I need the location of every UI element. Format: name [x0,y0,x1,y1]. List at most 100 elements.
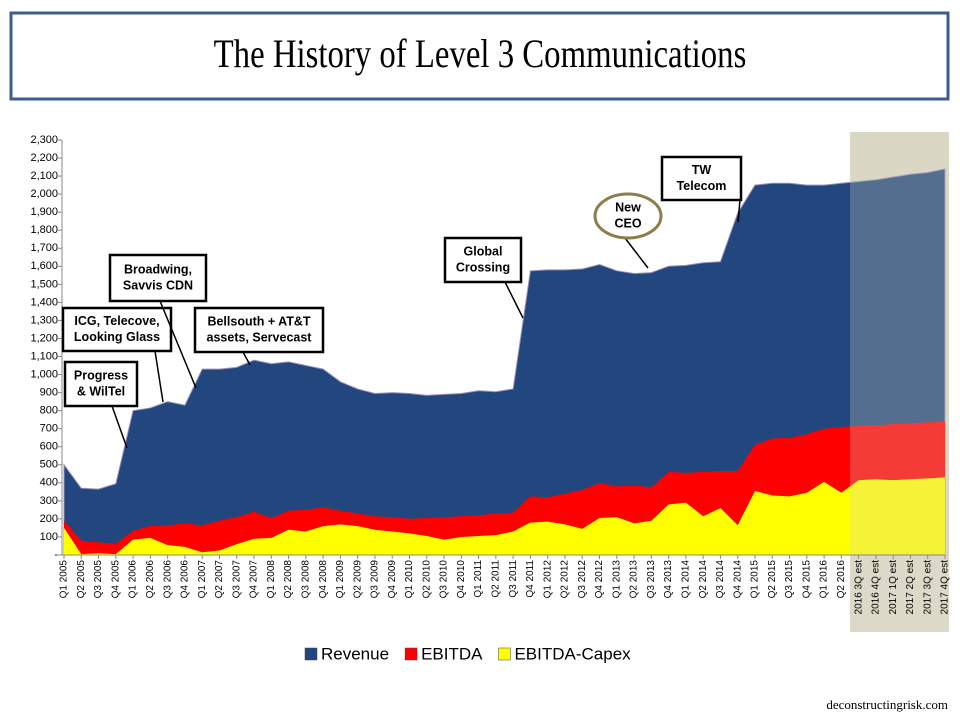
y-tick-label: 300 [40,495,58,507]
legend-label: Revenue [321,644,389,663]
x-tick-label: Q3 2013 [646,560,657,599]
source: deconstructingrisk.com [826,697,948,712]
y-tick-label: 1,400 [30,296,58,308]
callout-leader [159,300,197,389]
x-tick-label: 2017 2Q est [905,560,916,615]
y-tick-label: 2,300 [30,134,58,146]
x-tick-label: Q3 2007 [231,560,242,599]
y-tick-label: 900 [40,387,58,399]
legend-swatch [404,647,418,661]
legend-swatch [498,647,511,661]
x-tick-label: Q4 2011 [525,560,536,598]
y-tick-label: 2,100 [30,170,58,182]
x-tick-label: Q4 2007 [249,560,260,599]
y-tick-label: 200 [40,513,58,525]
callout-text: Savvis CDN [123,278,193,292]
y-tick-label: 800 [40,405,58,417]
x-tick-label: Q2 2015 [767,560,778,599]
y-tick-label: 700 [40,423,58,435]
x-tick-label: Q2 2012 [560,560,571,599]
callout-box [108,253,208,303]
legend-swatch [304,647,318,661]
y-tick-label: 1,500 [30,278,58,290]
callout-box [193,306,325,354]
callout-text: Bellsouth + AT&T [207,314,310,328]
callout-leader [737,199,741,223]
y-tick-label: 1,300 [30,314,58,326]
title-box [9,11,950,101]
x-tick-label: Q2 2016 [836,560,847,599]
callout-text: New [615,200,641,214]
y-tick-label: 500 [40,459,58,471]
callout-text: Progress [74,368,128,382]
x-tick-label: Q3 2005 [93,560,104,599]
x-tick-label: Q2 2007 [214,560,225,599]
x-tick-label: Q4 2006 [180,560,191,599]
y-tick-label: 1,200 [30,332,58,344]
x-tick-label: Q4 2012 [594,560,605,599]
y-tick-label: 1,800 [30,224,58,236]
x-tick-label: Q1 2015 [750,560,761,599]
callout-text: CEO [614,216,641,230]
x-tick-label: Q1 2005 [59,560,70,599]
x-tick-label: Q3 2014 [715,560,726,599]
x-tick-label: Q1 2016 [819,560,830,599]
x-tick-label: Q3 2008 [300,560,311,599]
estimate-overlay [850,132,949,556]
callout-text: Broadwing, [124,262,192,276]
x-tick-label: 2016 3Q est [853,560,864,615]
callout-box [443,236,523,284]
x-tick-label: Q3 2012 [577,560,588,599]
x-tick-label: Q1 2012 [542,560,553,599]
plot [63,168,946,556]
x-tick-label: Q1 2013 [611,560,622,599]
y-tick-label: 1,600 [30,260,58,272]
x-tick-label: Q4 2010 [456,560,467,599]
x-tick-label: Q3 2011 [508,560,519,598]
area [64,477,945,555]
y-tick-label: 2,000 [30,188,58,200]
y-tick-label: 2,200 [30,152,58,164]
x-tick-label: Q4 2014 [732,560,743,599]
x-tick-label: Q1 2010 [404,560,415,599]
x-tick-label: 2016 4Q est [871,560,882,615]
callout-text: Telecom [677,179,727,193]
y-tick-label: 600 [40,441,58,453]
callout-text: Crossing [456,260,510,274]
callout-box [660,155,743,202]
x-tick-label: Q4 2008 [318,560,329,599]
callout-text: Looking Glass [74,330,160,344]
y-tick-label: 100 [40,531,58,543]
callout-text: Global [464,244,503,258]
callout-oval [593,192,663,240]
x-tick-label: Q2 2014 [698,560,709,599]
callout-box [63,360,139,408]
x-tick-label: 2017 1Q est [888,560,899,615]
callout-text: TW [692,163,712,177]
callout-text: assets, Servecast [207,330,313,344]
x-tick-label: Q4 2013 [663,560,674,599]
x-tick-label: Q1 2006 [128,560,139,599]
legend-label: EBITDA [421,644,483,663]
y-tick-label: 1,100 [30,350,58,362]
callout-leader [111,405,128,449]
x-tick-label: Q2 2011 [491,560,502,598]
y-tick-label: 1,900 [30,206,58,218]
callout-leader [242,351,251,366]
area [63,168,946,556]
x-tick-label: Q4 2009 [387,560,398,599]
x-tick-label: Q1 2009 [335,560,346,599]
x-tick-label: Q3 2015 [784,560,795,599]
x-tick-label: Q2 2008 [283,560,294,599]
x-tick-label: Q4 2005 [110,560,121,599]
callout-leader [154,350,164,403]
x-tick-label: Q2 2013 [629,560,640,599]
legend-label: EBITDA-Capex [514,644,631,663]
x-tick-label: Q1 2014 [681,560,692,599]
callout-text: & WilTel [77,384,125,398]
x-tick-label: Q3 2010 [439,560,450,599]
x-tick-label: Q2 2006 [145,560,156,599]
x-tick-label: Q2 2010 [421,560,432,599]
x-tick-label: Q2 2009 [352,560,363,599]
